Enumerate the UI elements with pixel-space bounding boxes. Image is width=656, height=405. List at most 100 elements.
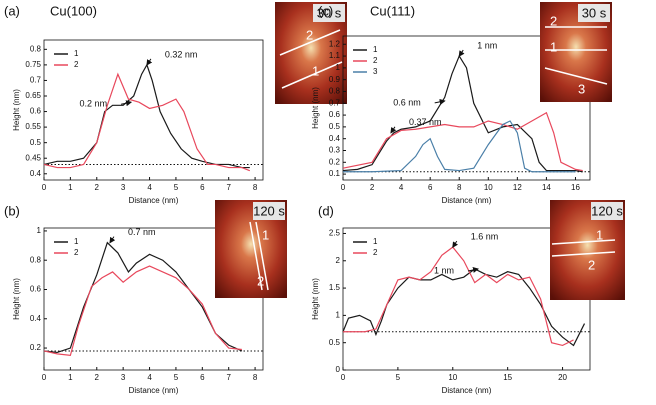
x-tick-label: 3	[121, 373, 126, 382]
y-tick-label: 0.8	[329, 87, 341, 96]
annotation-arrow	[120, 100, 133, 107]
time-box	[591, 202, 623, 220]
annotation: 0.2 nm	[80, 99, 108, 109]
data-line	[343, 120, 576, 173]
panel-label: (a)	[4, 3, 20, 18]
plot-frame	[43, 227, 264, 371]
annotation: 0.32 nm	[165, 49, 198, 59]
annotation-arrow	[452, 240, 459, 248]
y-tick-label: 0	[336, 365, 341, 374]
scan-line	[255, 221, 269, 291]
data-line	[43, 265, 242, 357]
legend-label: 2	[74, 248, 79, 257]
scan-line-label: 2	[257, 273, 264, 288]
y-tick-label: 2	[336, 256, 341, 265]
y-tick-label: 0.2	[30, 343, 42, 352]
annotation-arrow	[390, 126, 397, 134]
legend-label: 3	[373, 67, 378, 76]
x-tick-label: 12	[513, 183, 522, 192]
y-tick-label: 0.5	[30, 138, 42, 147]
y-tick-label: 1	[336, 310, 341, 319]
y-tick-label: 0.75	[25, 60, 41, 69]
data-line	[342, 268, 586, 347]
x-tick-label: 7	[226, 183, 231, 192]
x-tick-label: 1	[68, 373, 73, 382]
x-tick-label: 0	[42, 373, 47, 382]
inset-time: 30 s	[582, 5, 607, 20]
x-tick-label: 5	[396, 373, 401, 382]
y-tick-label: 0.6	[329, 110, 341, 119]
x-tick-label: 0	[42, 183, 47, 192]
y-tick-label: 0.65	[25, 91, 41, 100]
inset-time: 120 s	[591, 203, 623, 218]
annotation: 0.6 nm	[393, 97, 421, 107]
time-box	[313, 4, 345, 22]
plot-frame	[342, 35, 591, 181]
x-tick-label: 4	[147, 373, 152, 382]
y-tick-label: 1.2	[329, 39, 341, 48]
scan-line-label: 2	[588, 257, 595, 272]
sample-label: Cu(100)	[50, 3, 97, 18]
data-line	[343, 246, 574, 347]
scan-line-label: 2	[550, 13, 557, 28]
scan-line	[551, 251, 616, 257]
x-axis-label: Distance (nm)	[442, 386, 492, 395]
legend-label: 1	[373, 45, 378, 54]
scan-line-label: 1	[596, 227, 603, 242]
x-tick-label: 10	[448, 373, 457, 382]
x-axis-label: Distance (nm)	[442, 196, 492, 205]
annotation-arrow	[109, 236, 116, 244]
y-tick-label: 0.2	[329, 157, 341, 166]
y-tick-label: 0.4	[329, 134, 341, 143]
x-tick-label: 15	[503, 373, 512, 382]
x-tick-label: 6	[428, 183, 433, 192]
time-box	[253, 202, 285, 220]
scan-line	[279, 29, 341, 56]
y-axis-label: Height (nm)	[311, 87, 320, 129]
scan-line-label: 1	[312, 63, 319, 78]
x-tick-label: 2	[95, 373, 100, 382]
legend-label: 2	[373, 248, 378, 257]
annotation-arrow	[458, 49, 465, 57]
x-tick-label: 14	[542, 183, 551, 192]
y-tick-label: 1	[37, 226, 42, 235]
annotation-arrow	[434, 98, 446, 105]
x-tick-label: 20	[558, 373, 567, 382]
annotation: 0.37 nm	[409, 117, 442, 127]
panel-label: (d)	[318, 203, 334, 218]
annotation-arrow	[146, 58, 153, 66]
y-tick-label: 1.5	[329, 283, 341, 292]
scan-line-label: 1	[550, 39, 557, 54]
inset-time: 30 s	[317, 5, 342, 20]
y-axis-label: Height (nm)	[12, 89, 21, 131]
x-tick-label: 3	[121, 183, 126, 192]
annotation: 1 nm	[434, 265, 454, 275]
y-tick-label: 0.4	[30, 314, 42, 323]
y-tick-label: 0.8	[30, 255, 42, 264]
scan-line	[249, 221, 263, 291]
x-tick-label: 2	[370, 183, 375, 192]
x-axis-label: Distance (nm)	[129, 386, 179, 395]
x-tick-label: 5	[174, 373, 179, 382]
plot-frame	[43, 39, 264, 181]
x-tick-label: 8	[457, 183, 462, 192]
time-box	[578, 4, 610, 22]
scan-line	[551, 239, 616, 245]
x-tick-label: 5	[174, 183, 179, 192]
x-tick-label: 10	[484, 183, 493, 192]
y-tick-label: 0.7	[30, 76, 42, 85]
y-tick-label: 2.5	[329, 229, 341, 238]
x-tick-label: 1	[68, 183, 73, 192]
x-tick-label: 16	[571, 183, 580, 192]
y-tick-label: 1	[336, 63, 341, 72]
y-tick-label: 0.6	[30, 107, 42, 116]
x-tick-label: 0	[341, 373, 346, 382]
annotation: 1.6 nm	[471, 231, 499, 241]
y-tick-label: 0.55	[25, 122, 41, 131]
y-tick-label: 1.1	[329, 51, 341, 60]
scan-line-label: 2	[306, 27, 313, 42]
y-tick-label: 0.4	[30, 169, 42, 178]
sample-label: Cu(111)	[370, 3, 415, 18]
data-line	[43, 72, 251, 172]
